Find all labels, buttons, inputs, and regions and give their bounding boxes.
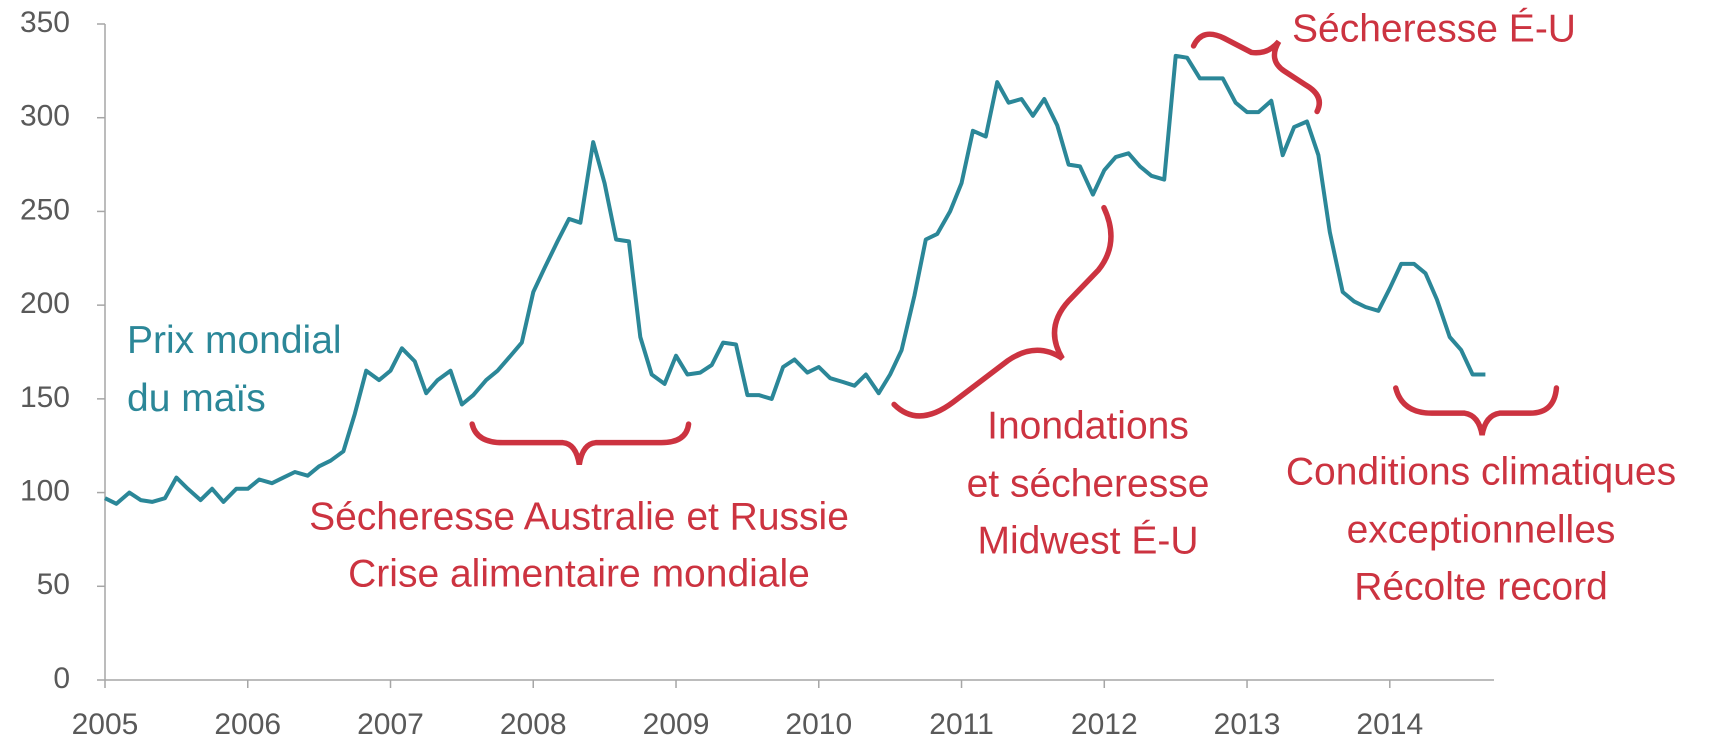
annotation: Récolte record — [1354, 565, 1608, 608]
y-tick-label: 100 — [20, 474, 70, 507]
brace — [891, 204, 1114, 419]
annotation: Sécheresse Australie et Russie — [309, 495, 849, 538]
y-tick-label: 50 — [37, 568, 70, 601]
annotation: Crise alimentaire mondiale — [348, 552, 810, 595]
annotation: et sécheresse — [967, 462, 1210, 505]
y-tick-label: 0 — [53, 662, 70, 695]
annotation: Inondations — [987, 404, 1189, 447]
y-tick-label: 200 — [20, 287, 70, 320]
brace — [1190, 31, 1322, 115]
data-line — [104, 53, 1486, 506]
y-tick-label: 150 — [20, 381, 70, 414]
x-tick-label: 2012 — [1071, 708, 1138, 741]
x-tick-label: 2007 — [357, 708, 424, 741]
annotation: Sécheresse É-U — [1292, 7, 1576, 50]
x-tick-label: 2013 — [1214, 708, 1281, 741]
annotation: Midwest É-U — [977, 519, 1198, 562]
x-tick-label: 2008 — [500, 708, 567, 741]
x-tick-label: 2009 — [643, 708, 710, 741]
annotation: exceptionnelles — [1347, 508, 1616, 551]
brace — [1393, 385, 1560, 436]
series-label: Prix mondial du maïs — [127, 319, 342, 420]
annotation: Conditions climatiques — [1286, 450, 1676, 493]
brace — [469, 421, 692, 466]
y-tick-label: 350 — [20, 6, 70, 39]
y-tick-label: 250 — [20, 193, 70, 226]
x-tick-label: 2011 — [929, 708, 994, 741]
x-tick-label: 2014 — [1356, 708, 1423, 741]
x-tick-label: 2005 — [72, 708, 139, 741]
x-tick-label: 2010 — [785, 708, 852, 741]
x-tick-label: 2006 — [214, 708, 281, 741]
y-tick-label: 300 — [20, 100, 70, 133]
braces — [469, 31, 1560, 466]
